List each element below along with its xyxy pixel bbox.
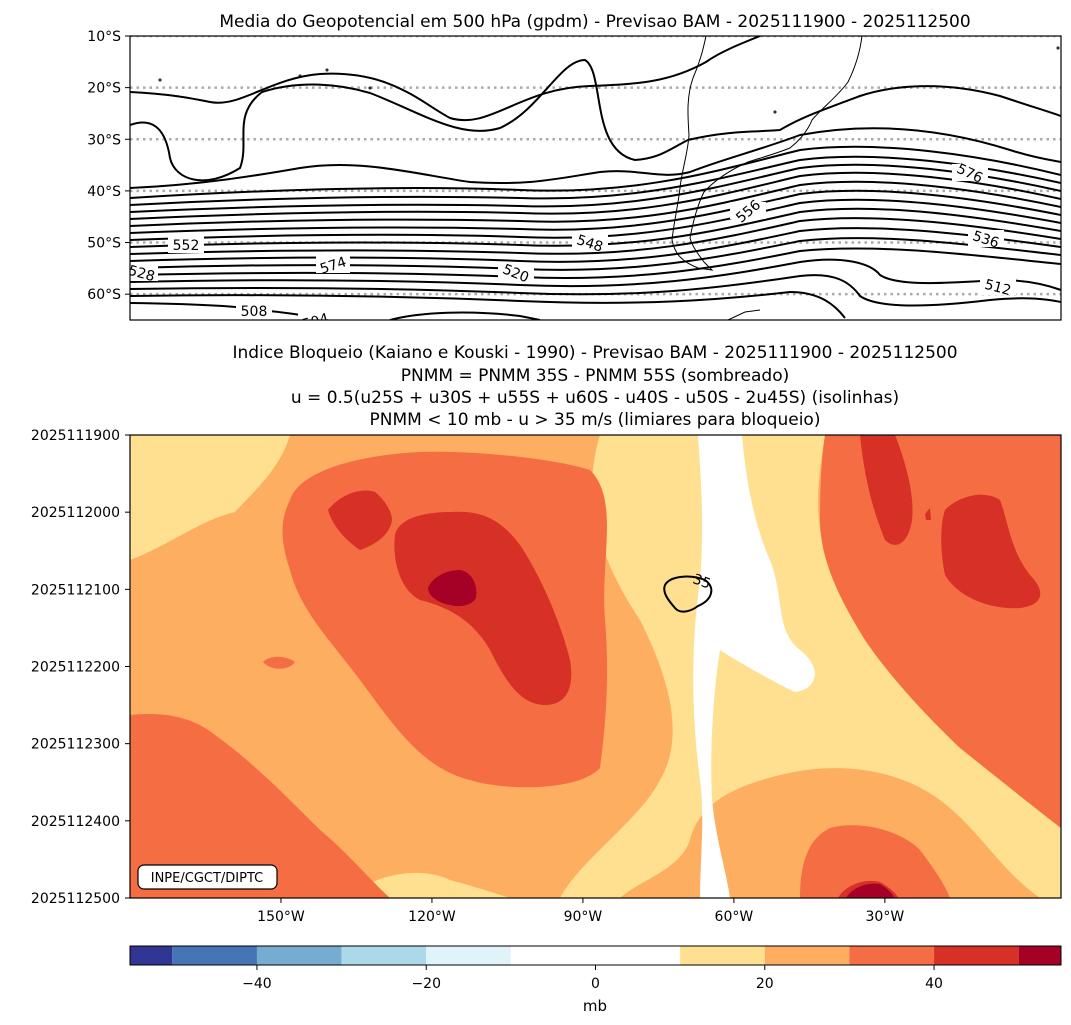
contour-line bbox=[130, 247, 1061, 279]
u-isoline-label: 35 bbox=[691, 571, 713, 592]
u-isoline-35 bbox=[663, 575, 713, 613]
contour-label: 508 bbox=[241, 304, 268, 320]
contour-label: 504 bbox=[301, 311, 331, 333]
band-above-50 bbox=[846, 883, 894, 898]
contour-line bbox=[130, 274, 1061, 307]
band-10-20 bbox=[350, 872, 510, 898]
map-title: Media do Geopotencial em 500 hPa (gpdm) … bbox=[219, 12, 970, 32]
colorbar: −40 −20 0 20 40 mb bbox=[129, 945, 1062, 1015]
band-10-20 bbox=[690, 435, 697, 575]
contour-label: 548 bbox=[575, 232, 605, 255]
colorbar-band bbox=[130, 946, 173, 965]
y-tick-label: 2025112100 bbox=[31, 582, 120, 598]
x-tick-label: 30°W bbox=[866, 909, 905, 925]
colorbar-band bbox=[256, 946, 342, 965]
band-30-40 bbox=[800, 825, 950, 898]
contour-label: 552 bbox=[173, 238, 200, 254]
y-tick-label: 50°S bbox=[87, 236, 121, 252]
y-tick-label: 2025112300 bbox=[31, 737, 120, 753]
x-tick-label: 90°W bbox=[564, 909, 603, 925]
y-tick-label: 2025112500 bbox=[31, 891, 120, 907]
band-40-50 bbox=[860, 435, 913, 545]
colorbar-band bbox=[172, 946, 257, 965]
contour-label: 512 bbox=[983, 277, 1013, 299]
contour-line bbox=[130, 227, 1061, 263]
contour-label: 574 bbox=[318, 254, 348, 278]
contour-line bbox=[130, 207, 1061, 248]
contour-line bbox=[130, 127, 1061, 189]
band-30-40 bbox=[263, 656, 295, 669]
y-tick-label: 2025112200 bbox=[31, 660, 120, 676]
contour-line bbox=[130, 198, 1061, 241]
band-10-20 bbox=[130, 435, 290, 560]
hovmoller-title-line: PNMM < 10 mb - u > 35 m/s (limiares para… bbox=[370, 410, 821, 430]
colorbar-tick-label: 40 bbox=[925, 976, 943, 992]
contour-line bbox=[130, 36, 761, 122]
colorbar-band bbox=[510, 946, 681, 965]
contour-line bbox=[130, 180, 1061, 227]
credit-annotation: INPE/CGCT/DIPTC bbox=[137, 864, 278, 890]
map-y-axis: 10°S 20°S 30°S 40°S 50°S 60°S bbox=[87, 29, 130, 303]
map-frame bbox=[129, 35, 1062, 321]
contour-labels: 552 528 574 508 504 548 520 556 576 536 bbox=[127, 161, 1016, 333]
contour-line bbox=[130, 171, 1061, 220]
colorbar-band bbox=[426, 946, 511, 965]
hovmoller-title: Indice Bloqueio (Kaiano e Kouski - 1990)… bbox=[232, 343, 957, 430]
y-tick-label: 40°S bbox=[87, 184, 121, 200]
y-tick-label: 2025112400 bbox=[31, 814, 120, 830]
colorbar-band bbox=[849, 946, 935, 965]
contour-line bbox=[130, 58, 1061, 182]
x-tick-label: 60°W bbox=[715, 909, 754, 925]
contour-line bbox=[130, 189, 1061, 234]
hovmoller-x-axis: 150°W 120°W 90°W 60°W 30°W bbox=[257, 898, 904, 925]
band-above-50 bbox=[428, 570, 477, 607]
contour-line bbox=[130, 163, 1061, 213]
band-40-50 bbox=[394, 511, 572, 705]
colorbar-band bbox=[764, 946, 850, 965]
band-30-40 bbox=[130, 714, 390, 898]
contour-line bbox=[130, 290, 846, 319]
contour-line bbox=[130, 145, 1061, 199]
hovmoller-title-line: Indice Bloqueio (Kaiano e Kouski - 1990)… bbox=[232, 343, 957, 363]
contour-line bbox=[130, 237, 1061, 271]
y-tick-label: 60°S bbox=[87, 287, 121, 303]
blocking-index-panel: Indice Bloqueio (Kaiano e Kouski - 1990)… bbox=[31, 343, 1062, 925]
colorbar-band bbox=[680, 946, 765, 965]
colorbar-tick-label: 0 bbox=[591, 976, 600, 992]
credit-text: INPE/CGCT/DIPTC bbox=[151, 871, 263, 886]
contour-label: 528 bbox=[127, 263, 157, 285]
band-below-10 bbox=[693, 435, 815, 898]
y-tick-label: 20°S bbox=[87, 81, 121, 97]
y-tick-label: 2025111900 bbox=[31, 428, 120, 444]
y-tick-label: 10°S bbox=[87, 29, 121, 45]
coastline bbox=[158, 36, 1060, 320]
hovmoller-field: 35 bbox=[130, 435, 1061, 898]
geopotential-map-panel: Media do Geopotencial em 500 hPa (gpdm) … bbox=[87, 12, 1062, 333]
contour-line bbox=[130, 217, 1061, 255]
y-tick-label: 2025112000 bbox=[31, 505, 120, 521]
colorbar-tick-label: −40 bbox=[242, 976, 272, 992]
hovmoller-title-line: u = 0.5(u25S + u30S + u55S + u60S - u40S… bbox=[291, 388, 899, 408]
contour-label: 536 bbox=[971, 228, 1001, 252]
hovmoller-y-axis: 2025111900 2025112000 2025112100 2025112200… bbox=[31, 428, 130, 907]
contour-line bbox=[389, 311, 541, 320]
x-tick-label: 120°W bbox=[408, 909, 456, 925]
colorbar-tick-label: 20 bbox=[756, 976, 774, 992]
contour-line bbox=[130, 155, 1061, 206]
band-40-50 bbox=[925, 508, 931, 520]
x-tick-label: 150°W bbox=[257, 909, 305, 925]
y-tick-label: 30°S bbox=[87, 132, 121, 148]
colorbar-band bbox=[341, 946, 427, 965]
hovmoller-title-line: PNMM = PNMM 35S - PNMM 55S (sombreado) bbox=[401, 366, 790, 386]
band-40-50 bbox=[941, 494, 1041, 609]
colorbar-tick-label: −20 bbox=[411, 976, 441, 992]
colorbar-label: mb bbox=[583, 997, 607, 1015]
band-40-50 bbox=[328, 490, 392, 550]
colorbar-band bbox=[934, 946, 1019, 965]
colorbar-band bbox=[1018, 946, 1061, 965]
